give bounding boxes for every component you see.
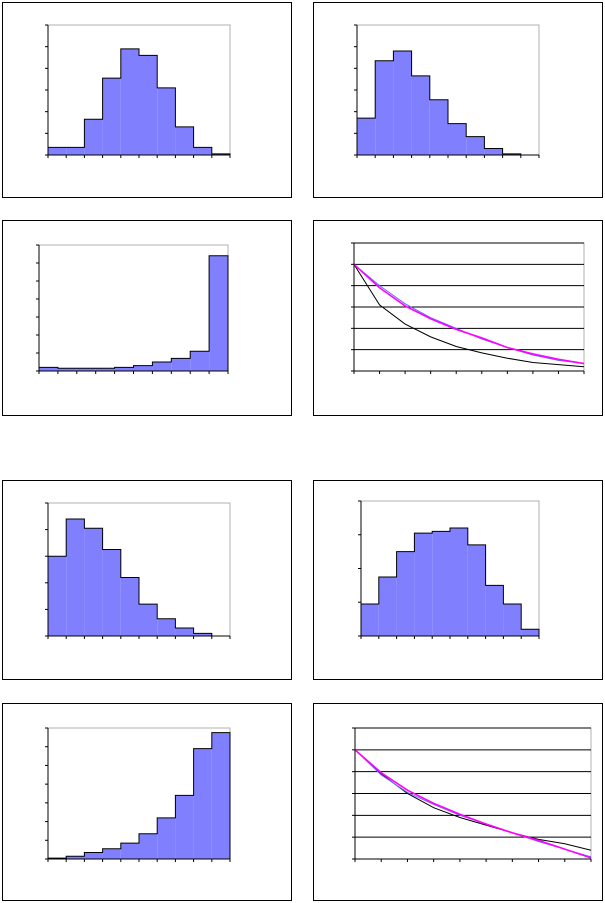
- bar: [139, 833, 158, 859]
- chart-6-svg: [358, 500, 540, 639]
- chart-panel-4: [313, 220, 603, 416]
- bar: [76, 368, 96, 371]
- bar: [48, 147, 67, 155]
- bar: [157, 817, 176, 859]
- bar: [393, 51, 412, 155]
- chart-2-svg: [354, 24, 540, 158]
- bar: [503, 603, 522, 636]
- bar: [467, 544, 486, 636]
- bar: [396, 551, 415, 636]
- bar: [120, 577, 139, 636]
- bar: [175, 795, 194, 859]
- chart-panel-7: [2, 703, 292, 901]
- bar: [466, 136, 485, 155]
- chart-panel-8: [313, 703, 603, 901]
- bar: [84, 528, 103, 636]
- bar: [39, 367, 58, 371]
- bar: [120, 843, 139, 859]
- bar: [378, 576, 397, 636]
- bar: [84, 852, 103, 859]
- bar: [429, 99, 448, 155]
- series-line-1: [354, 749, 592, 859]
- bar: [102, 549, 121, 636]
- bar-outline: [47, 48, 231, 155]
- bar: [448, 123, 467, 155]
- bar: [414, 533, 433, 636]
- bar: [157, 618, 176, 636]
- bar: [209, 255, 228, 371]
- bar-outline: [47, 732, 231, 859]
- chart-4-svg: [351, 242, 585, 374]
- series-line-2: [353, 263, 585, 365]
- chart-7-svg: [45, 727, 231, 862]
- bar: [66, 147, 85, 155]
- bar: [114, 367, 134, 371]
- chart-panel-2: [313, 2, 603, 198]
- series-line-2: [354, 749, 592, 858]
- chart-1-svg: [45, 24, 231, 158]
- series-line-3: [353, 264, 585, 368]
- bar: [175, 628, 194, 636]
- chart-panel-5: [2, 480, 292, 680]
- bar: [133, 365, 153, 371]
- bar: [171, 358, 191, 371]
- bar-outline: [47, 518, 230, 637]
- chart-3-svg: [36, 244, 229, 374]
- bar: [211, 153, 230, 155]
- chart-panel-1: [2, 2, 292, 198]
- bar: [193, 633, 212, 636]
- bar: [66, 856, 85, 859]
- bar: [102, 848, 121, 859]
- bar: [139, 55, 158, 156]
- bar: [193, 147, 212, 155]
- bar: [152, 362, 172, 371]
- chart-panel-6: [313, 480, 603, 680]
- bar: [484, 148, 503, 155]
- series-line-3: [354, 749, 592, 851]
- bar: [521, 629, 539, 636]
- bar: [57, 368, 77, 371]
- bar: [190, 351, 210, 371]
- bar: [375, 60, 394, 155]
- bar: [139, 604, 158, 636]
- bar: [157, 87, 176, 155]
- bar-outline: [356, 50, 539, 156]
- bar: [432, 531, 450, 636]
- bar: [361, 603, 379, 636]
- chart-5-svg: [45, 502, 231, 639]
- bar: [120, 48, 139, 156]
- bar: [102, 78, 121, 155]
- bar: [411, 75, 430, 155]
- bar-outline: [360, 527, 540, 636]
- chart-8-svg: [352, 727, 592, 862]
- bar: [357, 118, 376, 155]
- bar: [485, 585, 504, 636]
- chart-panel-3: [2, 220, 292, 416]
- series-line-1: [353, 263, 585, 365]
- bar: [175, 126, 194, 155]
- bar: [95, 368, 115, 371]
- bar: [48, 556, 67, 636]
- bar: [66, 518, 85, 636]
- bar: [193, 748, 212, 859]
- bar: [502, 153, 521, 155]
- bar: [211, 732, 230, 859]
- bar-outline: [38, 255, 229, 371]
- bar: [84, 119, 103, 155]
- bar: [450, 528, 468, 636]
